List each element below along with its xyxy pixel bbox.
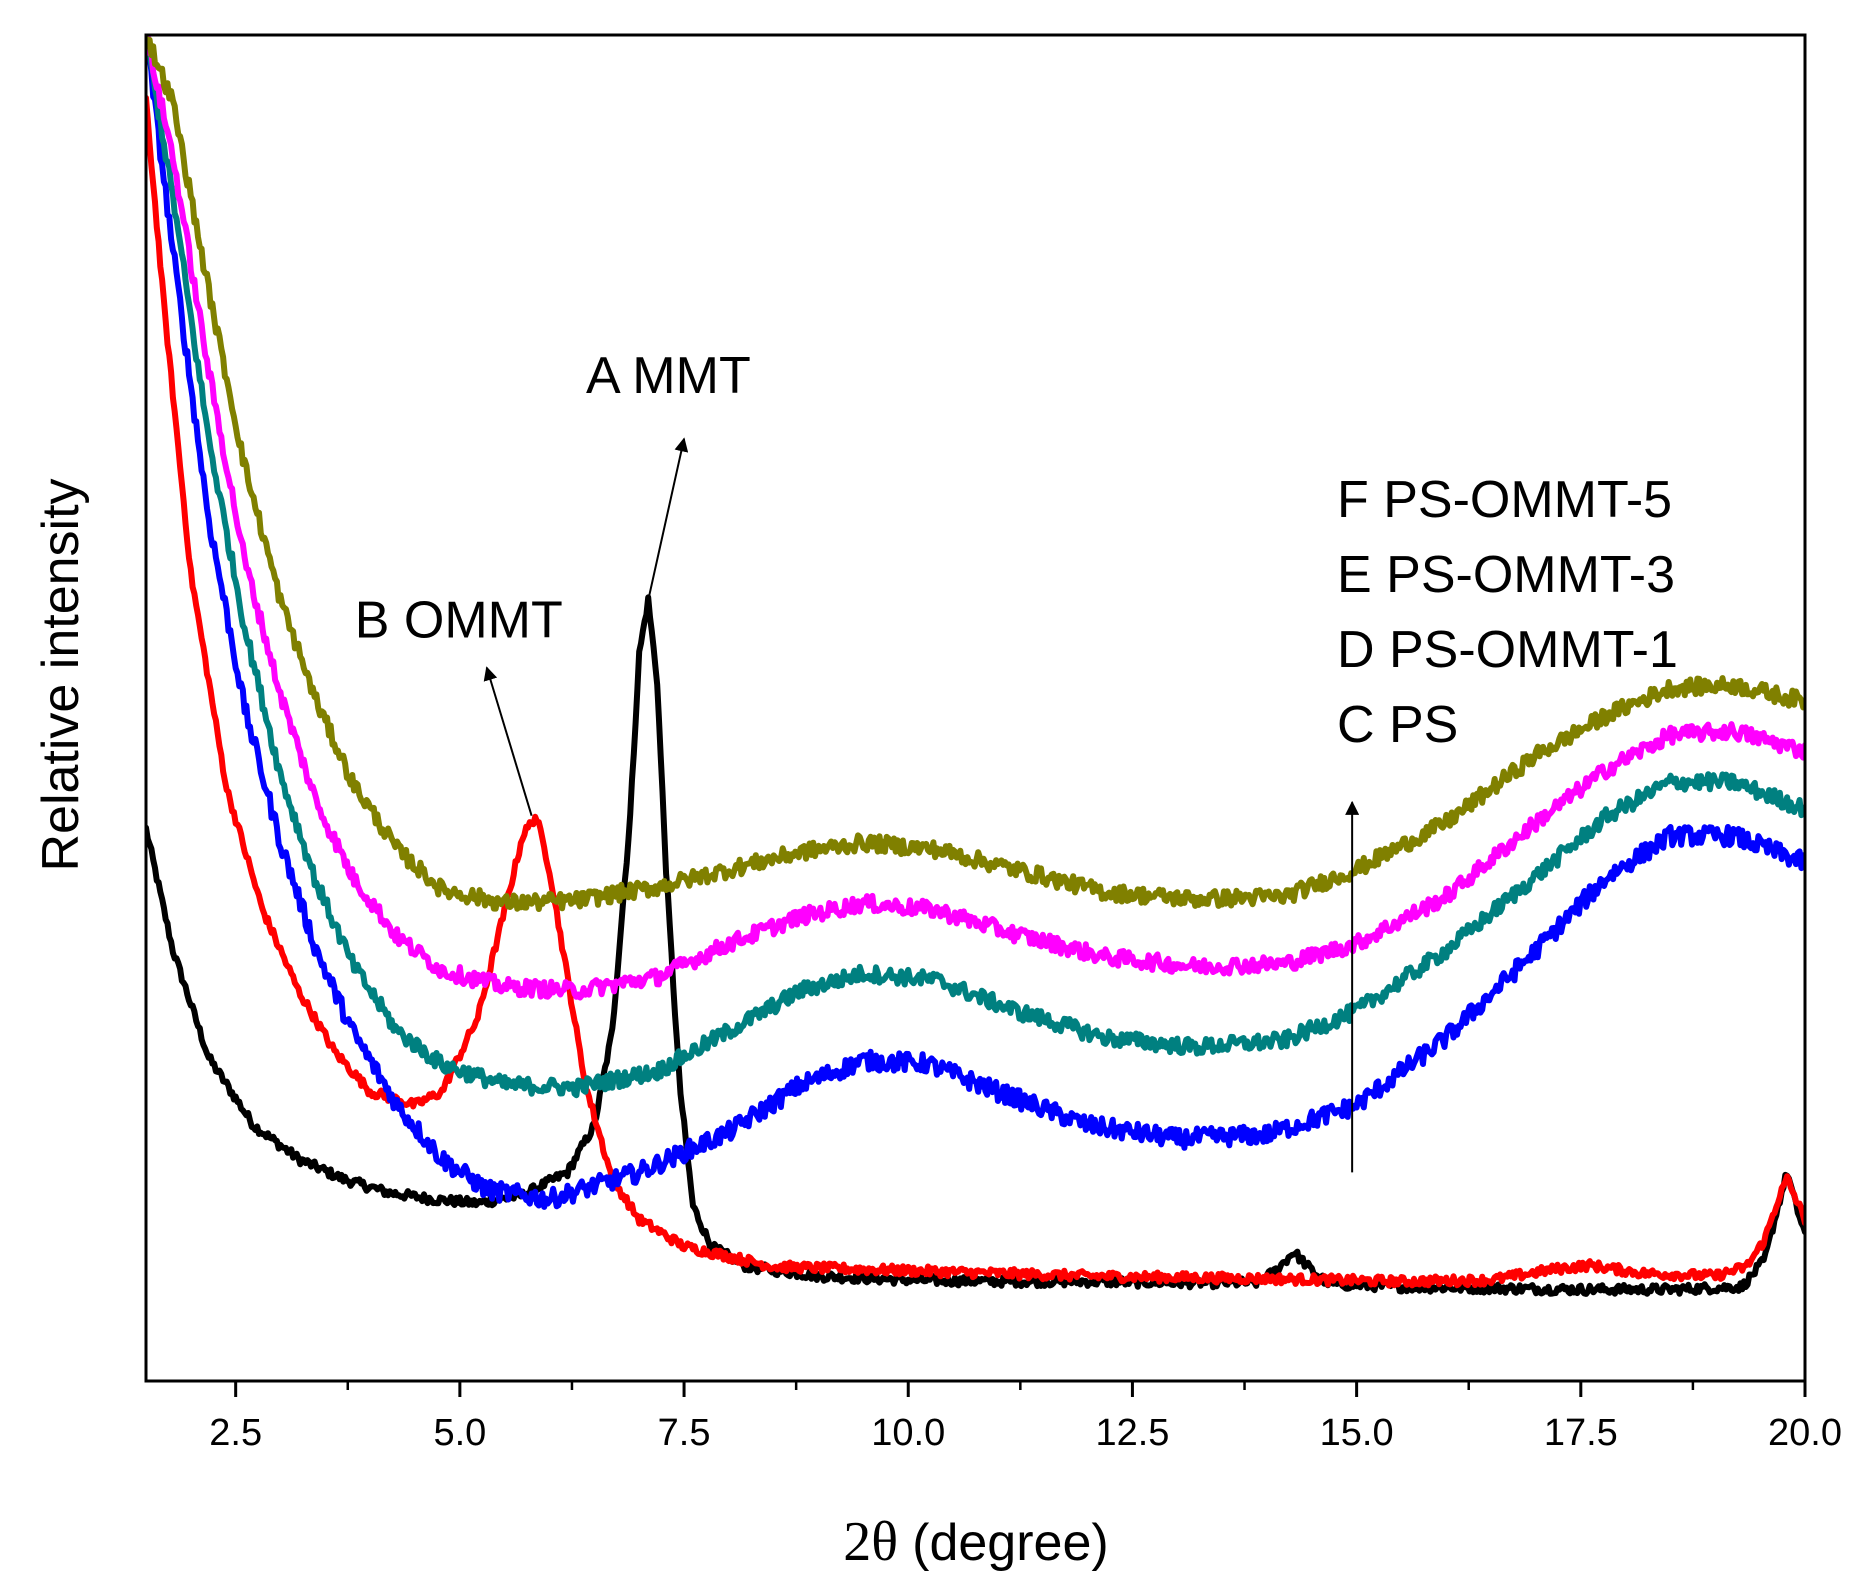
x-axis-ticks: 2.5 5.0 7.5 10.0 12.5 15.0 17.5 20.0 <box>209 1381 1842 1454</box>
x-axis-title-symbol: 2θ <box>843 1511 898 1573</box>
y-axis-title: Relative intensity <box>32 478 90 871</box>
x-tick-label: 15.0 <box>1320 1412 1394 1454</box>
annotation-arrow-b-ommt <box>483 666 533 816</box>
x-axis-title: 2θ (degree) <box>843 1511 1108 1573</box>
x-tick-label: 20.0 <box>1768 1412 1842 1454</box>
series-layer <box>146 35 1805 1297</box>
x-tick-label: 7.5 <box>658 1412 711 1454</box>
annotation-label-b-ommt: B OMMT <box>355 592 563 650</box>
series-label-d-ps-ommt-1: D PS-OMMT-1 <box>1337 621 1678 679</box>
x-tick-label: 12.5 <box>1095 1412 1169 1454</box>
x-tick-label: 10.0 <box>871 1412 945 1454</box>
x-axis-title-unit: (degree) <box>912 1514 1109 1572</box>
series-label-f-ps-ommt-5: F PS-OMMT-5 <box>1337 471 1672 529</box>
x-tick-label: 5.0 <box>433 1412 486 1454</box>
annotation-arrow-a-mmt <box>647 437 689 601</box>
series-line-e-ps-ommt-3 <box>146 35 1805 1001</box>
series-label-e-ps-ommt-3: E PS-OMMT-3 <box>1337 546 1675 604</box>
x-tick-label: 2.5 <box>209 1412 262 1454</box>
annotation-layer: A MMT B OMMT F PS-OMMT-5 E PS-OMMT-3 D PS-OM… <box>355 347 1678 1173</box>
plot-frame <box>144 33 1807 1383</box>
x-tick-label: 17.5 <box>1544 1412 1618 1454</box>
series-line-a-mmt <box>146 594 1805 1297</box>
series-line-b-ommt <box>146 94 1805 1289</box>
series-line-c-ps <box>146 36 1805 1210</box>
series-line-f-ps-ommt-5 <box>146 35 1805 912</box>
annotation-label-a-mmt: A MMT <box>586 347 751 405</box>
series-label-c-ps: C PS <box>1337 696 1458 754</box>
series-line-d-ps-ommt-1 <box>146 35 1805 1099</box>
